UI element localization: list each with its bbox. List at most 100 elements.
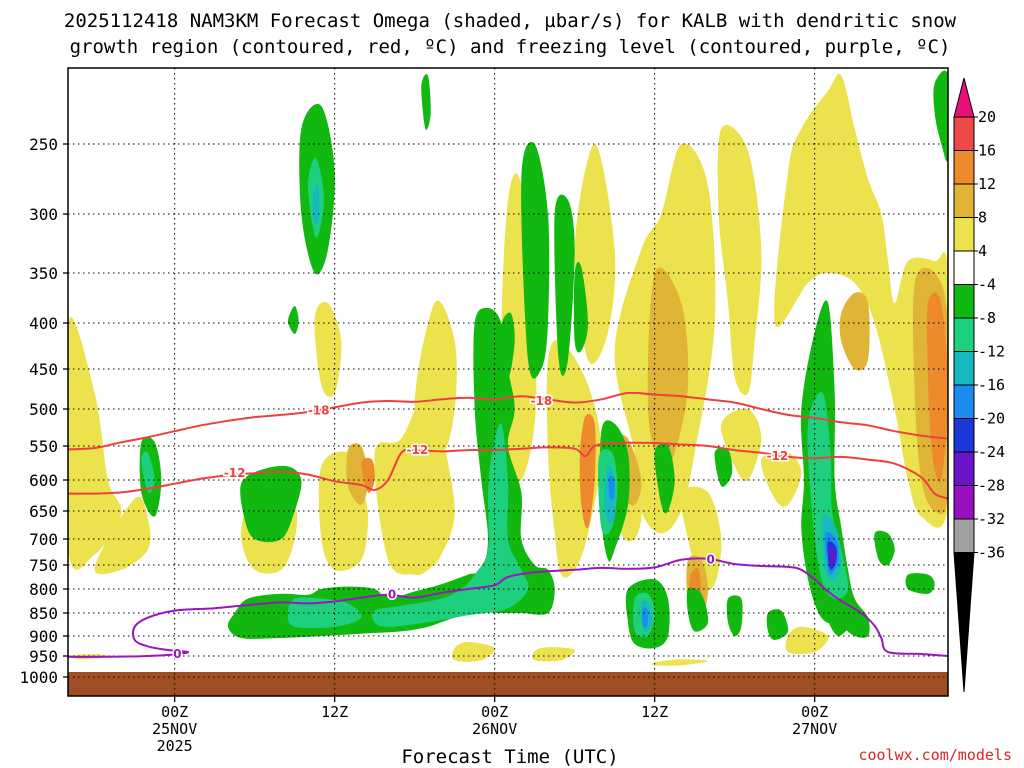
omega-region-neg-37	[421, 74, 431, 130]
contour-layer: -18 -18 -12 -12 -12 0 0 0	[68, 391, 948, 663]
omega-region-neg-41	[573, 262, 588, 353]
colorbar-swatch-10	[953, 418, 975, 453]
omega-region-neg-46	[766, 609, 789, 640]
omega-region-neg-61	[141, 451, 155, 494]
colorbar-swatch-2	[953, 150, 975, 185]
colorbar-label-6: -8	[978, 309, 996, 327]
ytick-label-950: 950	[29, 647, 58, 666]
omega-region-pos-6	[414, 300, 457, 453]
omega-region-neg-56	[287, 597, 362, 629]
omega-region-pos-17	[532, 647, 576, 662]
gridlines	[68, 68, 948, 696]
colorbar-swatch-5	[953, 250, 975, 285]
chart-title-line1: 2025112418 NAM3KM Forecast Omega (shaded…	[64, 10, 957, 32]
colorbar-bottom-arrow	[953, 552, 975, 693]
contour-label-freezing-7: 0	[706, 552, 714, 566]
xtick-label-12-1: 12Z	[321, 703, 348, 721]
colorbar: 20 16 12 8 4 -4 -8 -12 -16 -20 -24 -28 -32 -36	[953, 77, 1005, 693]
omega-region-neg-45	[726, 595, 743, 637]
omega-region-pos-12	[774, 74, 948, 528]
colorbar-label-11: -28	[978, 477, 1005, 495]
omega-shading-layer	[68, 70, 948, 666]
omega-region-pos-1	[94, 496, 151, 575]
x-axis-label: Forecast Time (UTC)	[401, 746, 618, 768]
contour-label-dgz_upper-0: -18	[308, 403, 330, 417]
ytick-label-850: 850	[29, 604, 58, 623]
omega-region-neg-51	[905, 573, 935, 594]
omega-region-neg-54	[714, 447, 733, 487]
plot-frame	[67, 67, 949, 697]
colorbar-swatch-13	[953, 518, 975, 553]
omega-region-neg-53	[654, 443, 675, 514]
omega-region-pos-31	[361, 457, 375, 493]
xtick-label-0-1: 00Z	[161, 703, 188, 721]
omega-region-pos-19	[785, 626, 829, 655]
colorbar-label-9: -20	[978, 410, 1005, 428]
xtick-label-24-1: 00Z	[481, 703, 508, 721]
colorbar-swatch-1	[953, 116, 975, 151]
colorbar-label-12: -32	[978, 510, 1005, 528]
chart-title-line2: growth region (contoured, red, ºC) and f…	[70, 36, 951, 58]
omega-region-pos-15	[680, 486, 722, 590]
omega-region-pos-20	[651, 659, 708, 666]
contour-label-dgz_lower-2: -12	[224, 466, 246, 480]
omega-region-neg-44	[686, 587, 709, 632]
omega-region-pos-22	[647, 267, 689, 470]
colorbar-swatch-7	[953, 317, 975, 352]
dgz-upper-minus18-line	[68, 391, 948, 451]
y-axis-ticks: 250 300 350 400 450 500 550 600 650 700 750 800 850 9…	[19, 135, 68, 687]
ytick-label-350: 350	[29, 264, 58, 283]
ytick-label-300: 300	[29, 205, 58, 224]
omega-region-neg-35	[288, 306, 299, 334]
colorbar-label-1: 16	[978, 142, 996, 160]
omega-region-pos-28	[579, 413, 596, 529]
omega-region-neg-33	[240, 465, 302, 543]
ytick-label-900: 900	[29, 627, 58, 646]
credit-link[interactable]: coolwx.com/models	[858, 746, 1012, 764]
omega-region-pos-13	[721, 408, 762, 482]
colorbar-label-10: -24	[978, 443, 1005, 461]
ytick-label-500: 500	[29, 400, 58, 419]
omega-region-pos-14	[761, 451, 802, 507]
xtick-label-48-2: 27NOV	[792, 720, 837, 738]
ytick-label-800: 800	[29, 580, 58, 599]
contour-label-freezing-5: 0	[173, 647, 181, 661]
omega-region-neg-57	[372, 423, 529, 627]
colorbar-label-4: 4	[978, 242, 987, 260]
omega-region-neg-67	[642, 607, 649, 628]
contour-label-dgz_lower-4: -12	[766, 449, 788, 463]
colorbar-label-5: -4	[978, 276, 996, 294]
colorbar-swatch-9	[953, 384, 975, 419]
colorbar-swatch-3	[953, 183, 975, 218]
colorbar-top-arrow	[953, 77, 975, 118]
omega-region-pos-30	[926, 292, 948, 483]
omega-region-neg-66	[608, 475, 615, 500]
omega-region-neg-39	[521, 141, 550, 379]
ytick-label-250: 250	[29, 135, 58, 154]
colorbar-label-2: 12	[978, 175, 996, 193]
xtick-label-0-3: 2025	[157, 737, 193, 755]
colorbar-swatch-12	[953, 485, 975, 520]
freezing-level-0-line	[68, 557, 948, 658]
ytick-label-600: 600	[29, 471, 58, 490]
omega-region-neg-49	[933, 70, 948, 162]
ytick-label-400: 400	[29, 314, 58, 333]
colorbar-swatch-11	[953, 451, 975, 486]
ytick-label-650: 650	[29, 502, 58, 521]
colorbar-label-3: 8	[978, 209, 987, 227]
colorbar-label-13: -36	[978, 544, 1005, 562]
omega-region-pos-24	[839, 292, 870, 371]
omega-region-pos-16	[452, 642, 496, 662]
dgz-lower-minus12-line	[68, 441, 948, 500]
omega-region-pos-0	[68, 317, 122, 570]
omega-region-neg-40	[554, 194, 575, 376]
ground-surface	[68, 672, 948, 696]
omega-region-pos-26	[346, 443, 368, 505]
omega-region-neg-70	[829, 546, 835, 567]
colorbar-label-8: -16	[978, 376, 1005, 394]
omega-region-neg-52	[501, 312, 515, 378]
xtick-label-0-2: 25NOV	[152, 720, 197, 738]
xtick-label-24-2: 26NOV	[472, 720, 517, 738]
